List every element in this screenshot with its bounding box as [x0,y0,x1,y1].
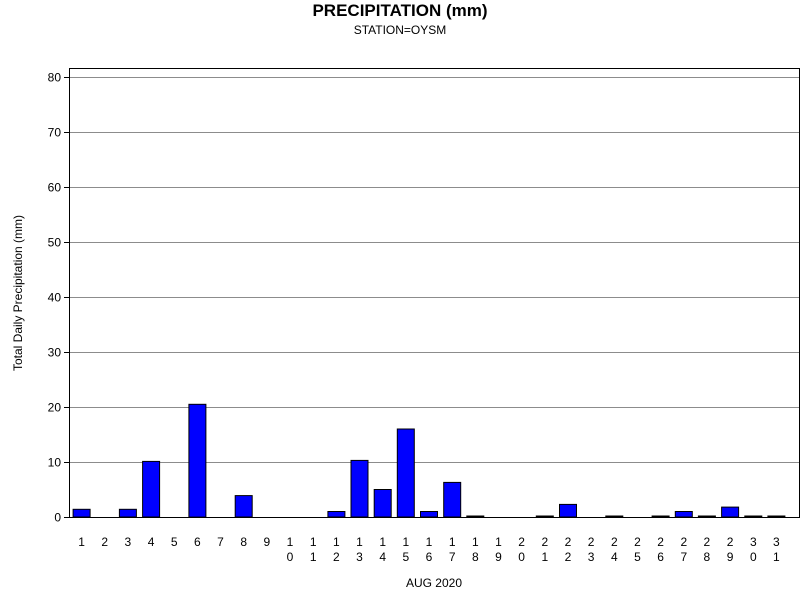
x-tick-label: 3 [125,535,132,549]
x-axis-label: AUG 2020 [406,576,462,590]
x-tick-label: 8 [240,535,247,549]
bar-day-8 [234,495,253,518]
y-tick-label: 40 [48,291,62,305]
chart-subtitle: STATION=OYSM [353,23,447,37]
bar-day-3 [118,508,137,518]
bar-day-18 [466,515,485,518]
x-tick-label: 7 [217,535,224,549]
bar-day-13 [350,459,369,518]
x-tick-label: 6 [194,535,201,549]
y-tick-label: 20 [48,401,62,415]
bar-day-12 [327,511,346,518]
x-axis-ticks: 1 2 3 4 5 6 7 8 9 1 01 11 21 31 41 51 61 71 81 92 02 12 22 32 42… [78,535,780,564]
x-tick-label: 9 [264,535,271,549]
y-axis-ticks: 0 10 20 30 40 50 60 70 80 [48,71,70,525]
bar-day-27 [674,511,693,518]
bar-day-6 [188,403,207,518]
bar-day-4 [142,460,161,518]
bar-day-16 [420,511,438,518]
bar-day-26 [651,515,670,518]
chart-title: PRECIPITATION (mm) [312,1,488,20]
x-tick-label: 1 [78,535,85,549]
bar-day-28 [697,515,716,518]
bar-day-21 [535,515,554,518]
y-tick-label: 10 [48,456,62,470]
y-tick-label: 80 [48,71,62,85]
bar-day-22 [559,503,577,518]
bar-day-15 [396,428,415,518]
bar-day-29 [721,506,740,518]
bar-day-1 [72,508,91,518]
bar-day-24 [605,515,624,518]
x-tick-label: 2 [101,535,108,549]
gridlines [70,77,800,518]
plot-frame [69,68,800,518]
bars [72,403,786,518]
x-tick-label: 5 [171,535,178,549]
x-tick-label: 4 [148,535,155,549]
y-axis-label: Total Daily Precipitation (mm) [11,215,25,371]
bar-day-31 [767,515,786,518]
y-tick-label: 60 [48,181,62,195]
y-tick-label: 30 [48,346,62,360]
y-tick-label: 0 [54,511,61,525]
y-tick-label: 50 [48,236,62,250]
y-tick-label: 70 [48,126,62,140]
bar-day-17 [443,481,462,518]
bar-day-14 [373,489,392,518]
bar-day-30 [744,515,763,518]
